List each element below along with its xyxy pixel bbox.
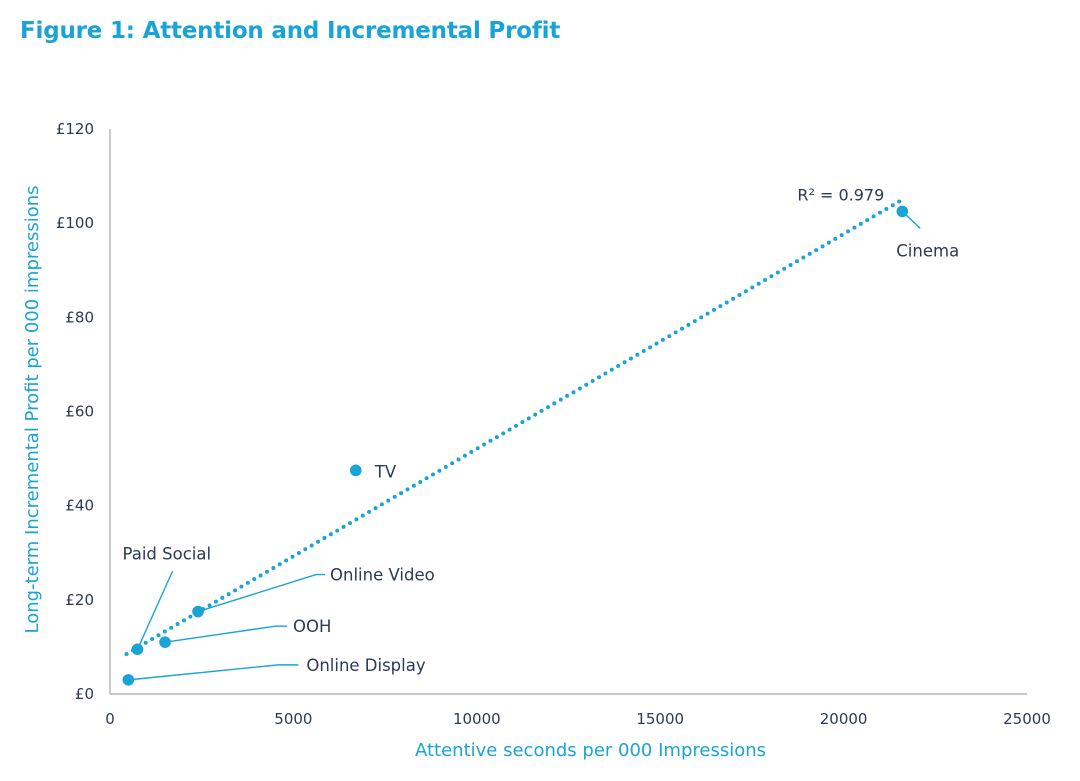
- point-label: OOH: [293, 617, 331, 636]
- point-label: Online Display: [306, 656, 426, 675]
- data-points: [122, 205, 909, 686]
- y-axis-title: Long-term Incremental Profit per 000 imp…: [22, 185, 43, 633]
- tick-labels: £0 £20 £40 £60 £80 £100 £120 0 5000 10000 15000 200…: [56, 120, 1051, 728]
- x-tick-label: 20000: [820, 710, 868, 728]
- y-tick-label: £0: [75, 685, 94, 703]
- data-point: [349, 464, 362, 477]
- callout-line: [128, 664, 299, 681]
- axes: [109, 129, 1027, 695]
- trendline: R² = 0.979: [124, 186, 905, 656]
- callout-line: [136, 570, 174, 650]
- x-tick-label: 15000: [636, 710, 684, 728]
- point-label: TV: [374, 462, 397, 481]
- x-axis-title: Attentive seconds per 000 Impressions: [415, 740, 766, 761]
- trendline-path: [124, 197, 905, 656]
- callout-line: [197, 573, 326, 613]
- point-label: Online Video: [330, 566, 435, 585]
- r-squared-label: R² = 0.979: [797, 186, 884, 205]
- point-label: Paid Social: [123, 544, 212, 563]
- y-tick-label: £40: [65, 497, 94, 515]
- y-tick-label: £80: [65, 308, 94, 326]
- point-labels: Online Display Paid Social OOH Online Video…: [123, 210, 959, 681]
- chart-title: Figure 1: Attention and Incremental Prof…: [20, 18, 561, 44]
- y-tick-label: £20: [65, 591, 94, 609]
- callout-line: [164, 625, 288, 643]
- x-tick-label: 0: [105, 710, 115, 728]
- x-tick-label: 25000: [1003, 710, 1051, 728]
- x-tick-label: 10000: [453, 710, 501, 728]
- y-tick-label: £60: [65, 403, 94, 421]
- y-tick-label: £100: [56, 214, 94, 232]
- point-label: Cinema: [896, 241, 959, 260]
- y-tick-label: £120: [56, 120, 94, 138]
- x-tick-label: 5000: [274, 710, 312, 728]
- callout-line: [901, 210, 921, 229]
